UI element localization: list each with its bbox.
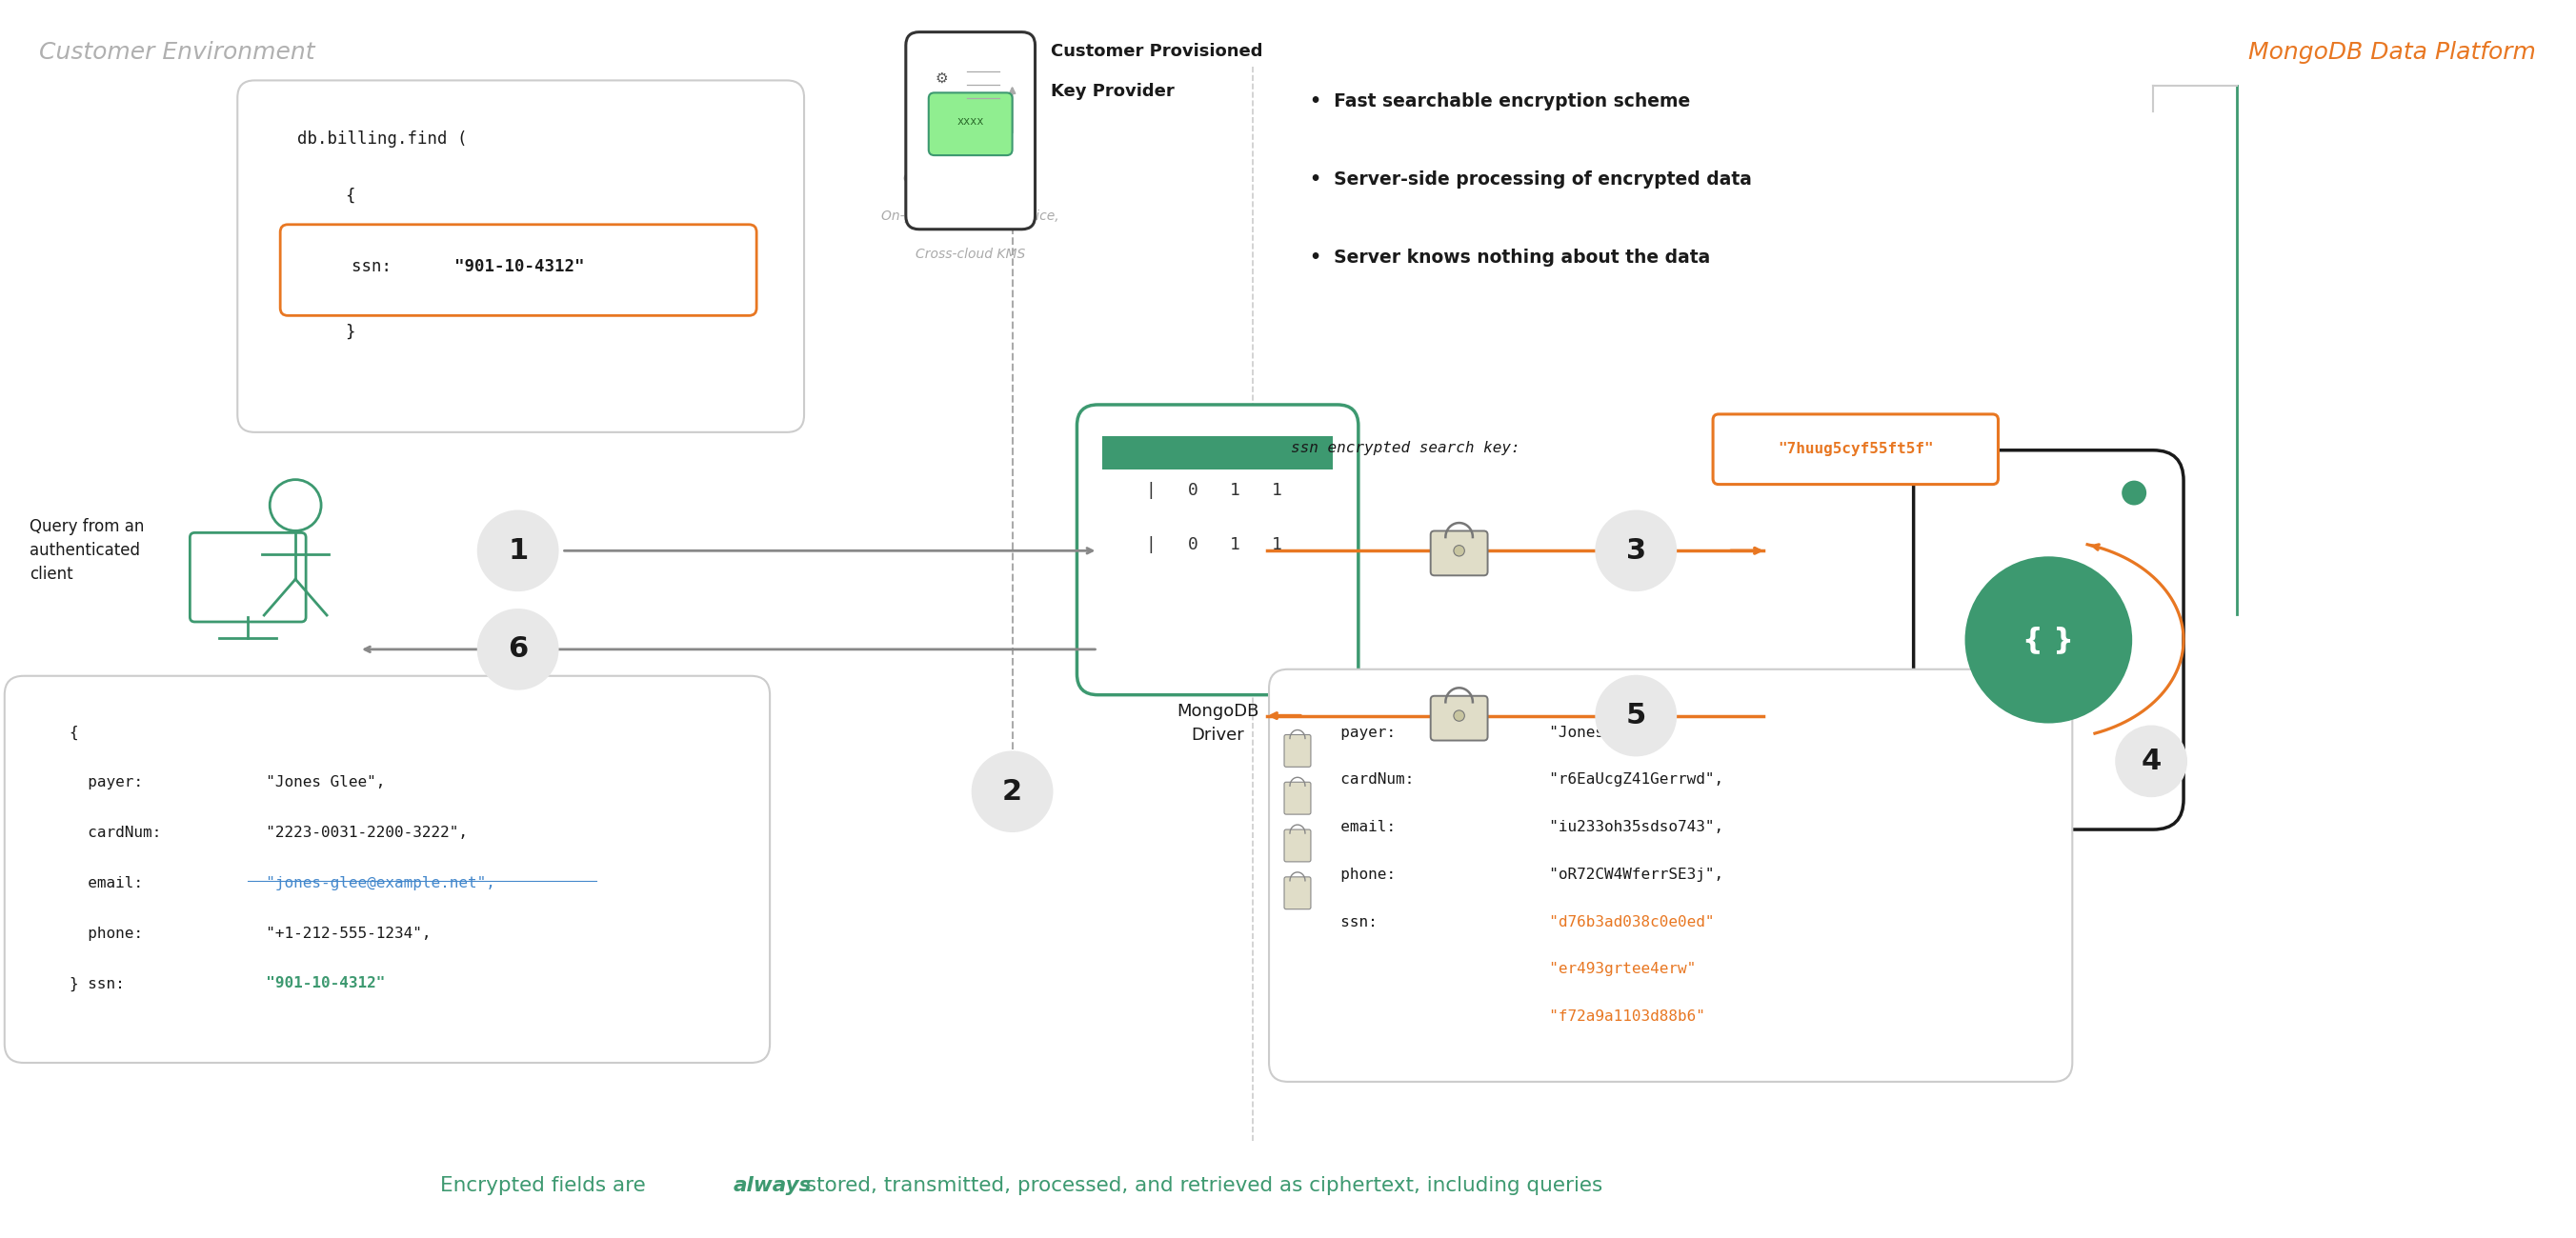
Text: 0: 0 bbox=[1188, 482, 1198, 499]
Text: "r6EaUcgZ41Gerrwd",: "r6EaUcgZ41Gerrwd", bbox=[1530, 773, 1723, 787]
Text: 3: 3 bbox=[1625, 537, 1646, 565]
FancyBboxPatch shape bbox=[191, 532, 307, 621]
Text: payer:: payer: bbox=[70, 775, 142, 790]
FancyBboxPatch shape bbox=[927, 93, 1012, 155]
Text: MongoDB
Driver: MongoDB Driver bbox=[1177, 702, 1260, 743]
Text: ssn:: ssn: bbox=[1321, 915, 1378, 930]
FancyBboxPatch shape bbox=[1285, 877, 1311, 909]
Text: "901-10-4312": "901-10-4312" bbox=[453, 258, 585, 275]
Text: 1: 1 bbox=[1229, 482, 1239, 499]
Text: "901-10-4312": "901-10-4312" bbox=[247, 977, 386, 990]
Text: phone:: phone: bbox=[70, 926, 142, 941]
Text: stored, transmitted, processed, and retrieved as ciphertext, including queries: stored, transmitted, processed, and retr… bbox=[799, 1176, 1602, 1196]
FancyBboxPatch shape bbox=[1077, 405, 1358, 695]
Circle shape bbox=[2115, 725, 2187, 797]
Text: |: | bbox=[1146, 482, 1157, 499]
Text: "iu233oh35sdso743",: "iu233oh35sdso743", bbox=[1530, 820, 1723, 834]
FancyBboxPatch shape bbox=[1713, 415, 1999, 484]
Text: {: { bbox=[70, 725, 77, 739]
Circle shape bbox=[2123, 480, 2146, 505]
Text: "Jones Glee",: "Jones Glee", bbox=[1530, 725, 1669, 739]
Text: "7huug5cyf55ft5f": "7huug5cyf55ft5f" bbox=[1777, 442, 1935, 457]
Text: •  Server knows nothing about the data: • Server knows nothing about the data bbox=[1309, 249, 1710, 266]
Circle shape bbox=[1595, 675, 1677, 756]
Text: "f72a9a1103d88b6": "f72a9a1103d88b6" bbox=[1530, 1010, 1705, 1024]
Circle shape bbox=[971, 750, 1054, 832]
Text: cardNum:: cardNum: bbox=[70, 826, 160, 841]
Circle shape bbox=[1595, 510, 1677, 592]
Text: MongoDB Data Platform: MongoDB Data Platform bbox=[2249, 41, 2537, 63]
Text: xxxx: xxxx bbox=[956, 115, 984, 128]
Circle shape bbox=[477, 510, 559, 592]
FancyBboxPatch shape bbox=[1103, 436, 1332, 469]
Text: email:: email: bbox=[70, 877, 142, 890]
Text: { }: { } bbox=[2022, 626, 2074, 654]
Text: cardNum:: cardNum: bbox=[1321, 773, 1414, 787]
Text: Customer Environment: Customer Environment bbox=[39, 41, 314, 63]
Text: 5: 5 bbox=[1625, 702, 1646, 729]
Text: ssn:: ssn: bbox=[312, 258, 402, 275]
Text: Query from an
authenticated
client: Query from an authenticated client bbox=[28, 519, 144, 583]
Circle shape bbox=[477, 609, 559, 690]
FancyBboxPatch shape bbox=[1430, 531, 1489, 576]
Text: 1: 1 bbox=[507, 537, 528, 565]
Circle shape bbox=[1453, 711, 1466, 722]
Text: Encrypted fields are: Encrypted fields are bbox=[440, 1176, 652, 1196]
FancyBboxPatch shape bbox=[1270, 670, 2071, 1082]
FancyBboxPatch shape bbox=[281, 224, 757, 316]
Text: Cloud Provider KMS,: Cloud Provider KMS, bbox=[904, 171, 1038, 184]
Text: 6: 6 bbox=[507, 635, 528, 664]
FancyBboxPatch shape bbox=[1285, 734, 1311, 766]
FancyBboxPatch shape bbox=[1430, 696, 1489, 740]
Text: Customer Provisioned: Customer Provisioned bbox=[1051, 42, 1262, 59]
Text: •  Server-side processing of encrypted data: • Server-side processing of encrypted da… bbox=[1309, 171, 1752, 188]
Text: email:: email: bbox=[1321, 820, 1396, 834]
Text: 4: 4 bbox=[2141, 748, 2161, 775]
Text: 2: 2 bbox=[1002, 777, 1023, 806]
FancyBboxPatch shape bbox=[1285, 829, 1311, 862]
Text: "+1-212-555-1234",: "+1-212-555-1234", bbox=[247, 926, 430, 941]
Text: always: always bbox=[732, 1176, 811, 1196]
Text: "d76b3ad038c0e0ed": "d76b3ad038c0e0ed" bbox=[1530, 915, 1716, 930]
FancyBboxPatch shape bbox=[5, 676, 770, 1062]
Text: ssn encrypted search key:: ssn encrypted search key: bbox=[1291, 441, 1520, 456]
FancyBboxPatch shape bbox=[1914, 451, 2184, 829]
Text: 1: 1 bbox=[1273, 536, 1283, 553]
Text: On-prem HSM/Key Service,: On-prem HSM/Key Service, bbox=[881, 209, 1059, 223]
Text: "2223-0031-2200-3222",: "2223-0031-2200-3222", bbox=[247, 826, 469, 841]
Text: 1: 1 bbox=[1229, 536, 1239, 553]
Text: Key Provider: Key Provider bbox=[1051, 83, 1175, 100]
Text: payer:: payer: bbox=[1321, 725, 1396, 739]
FancyBboxPatch shape bbox=[1285, 782, 1311, 815]
Text: db.billing.find (: db.billing.find ( bbox=[296, 131, 466, 147]
Text: "jones-glee@example.net",: "jones-glee@example.net", bbox=[247, 877, 495, 890]
Text: ⚙: ⚙ bbox=[935, 72, 948, 85]
Text: "er493grtee4erw": "er493grtee4erw" bbox=[1530, 962, 1698, 977]
Text: 0: 0 bbox=[1188, 536, 1198, 553]
Text: •  Fast searchable encryption scheme: • Fast searchable encryption scheme bbox=[1309, 93, 1690, 111]
Text: 1: 1 bbox=[1273, 482, 1283, 499]
Circle shape bbox=[1965, 556, 2133, 723]
Circle shape bbox=[1453, 545, 1466, 556]
Text: Cross-cloud KMS: Cross-cloud KMS bbox=[914, 248, 1025, 261]
Text: |: | bbox=[1146, 536, 1157, 553]
Text: "Jones Glee",: "Jones Glee", bbox=[247, 775, 386, 790]
FancyBboxPatch shape bbox=[907, 32, 1036, 229]
Text: }: } bbox=[327, 323, 355, 340]
Text: "oR72CW4WferrSE3j",: "oR72CW4WferrSE3j", bbox=[1530, 868, 1723, 881]
Circle shape bbox=[270, 479, 322, 531]
Text: phone:: phone: bbox=[1321, 868, 1396, 881]
Text: {: { bbox=[327, 187, 355, 204]
Text: } ssn:: } ssn: bbox=[70, 977, 124, 990]
FancyBboxPatch shape bbox=[237, 80, 804, 432]
